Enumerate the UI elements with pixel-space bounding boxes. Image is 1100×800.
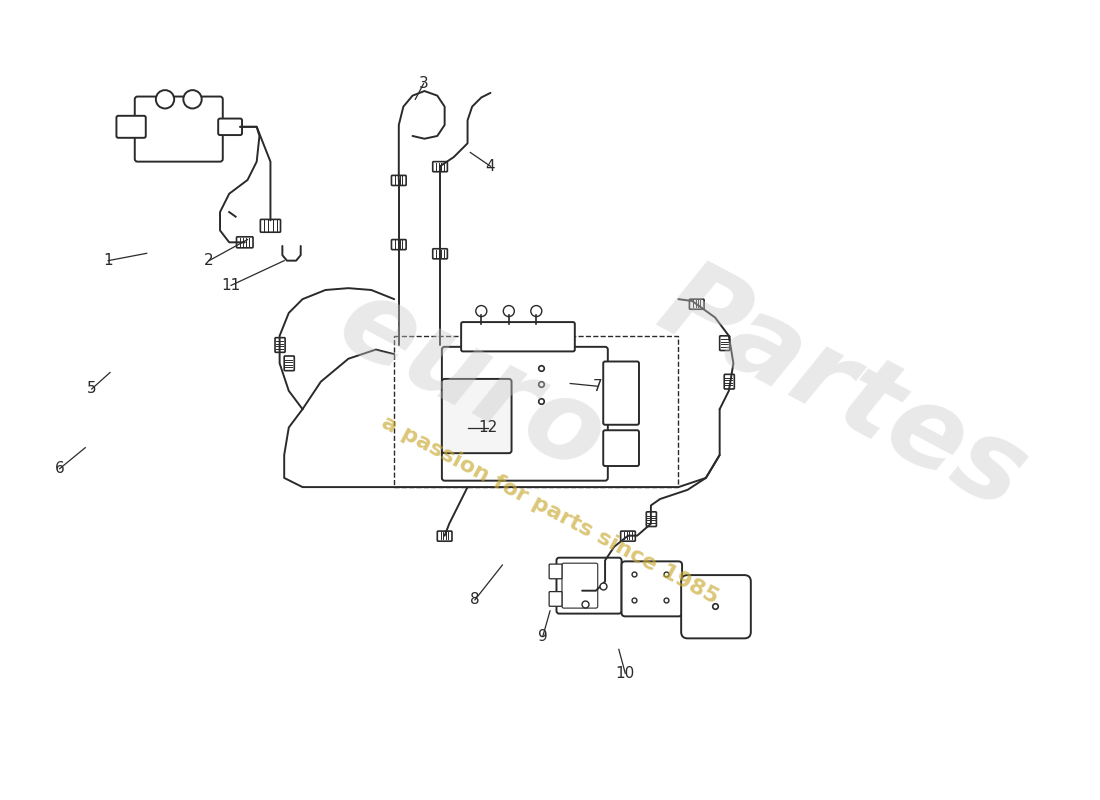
FancyBboxPatch shape	[261, 219, 280, 232]
Text: a passion for parts since 1985: a passion for parts since 1985	[378, 412, 722, 608]
Circle shape	[156, 90, 174, 109]
FancyBboxPatch shape	[557, 558, 622, 614]
FancyBboxPatch shape	[218, 118, 242, 135]
Circle shape	[184, 90, 201, 109]
FancyBboxPatch shape	[284, 356, 295, 370]
FancyBboxPatch shape	[647, 512, 657, 526]
Text: euro: euro	[321, 267, 624, 496]
FancyBboxPatch shape	[392, 175, 406, 186]
Text: 12: 12	[478, 420, 497, 435]
FancyBboxPatch shape	[681, 575, 751, 638]
Text: 5: 5	[87, 382, 97, 397]
Circle shape	[504, 306, 515, 317]
Text: 4: 4	[486, 158, 495, 174]
FancyBboxPatch shape	[621, 562, 682, 616]
Text: 10: 10	[616, 666, 635, 681]
FancyBboxPatch shape	[603, 430, 639, 466]
FancyBboxPatch shape	[236, 237, 253, 248]
Text: 11: 11	[221, 278, 241, 293]
Bar	[394, 336, 679, 487]
Text: Partes: Partes	[641, 250, 1044, 532]
FancyBboxPatch shape	[549, 564, 562, 578]
FancyBboxPatch shape	[438, 531, 452, 541]
FancyBboxPatch shape	[432, 249, 448, 259]
FancyBboxPatch shape	[620, 531, 636, 541]
Text: 7: 7	[593, 378, 603, 394]
Circle shape	[531, 306, 542, 317]
FancyBboxPatch shape	[135, 97, 223, 162]
FancyBboxPatch shape	[442, 379, 512, 453]
FancyBboxPatch shape	[549, 592, 562, 606]
Text: 9: 9	[538, 629, 548, 644]
FancyBboxPatch shape	[690, 299, 704, 310]
FancyBboxPatch shape	[562, 563, 597, 608]
Text: 6: 6	[55, 462, 65, 476]
Text: 2: 2	[205, 253, 213, 268]
FancyBboxPatch shape	[442, 347, 608, 481]
FancyBboxPatch shape	[432, 162, 448, 172]
Circle shape	[476, 306, 487, 317]
Text: 8: 8	[470, 592, 480, 607]
FancyBboxPatch shape	[719, 336, 729, 350]
Text: 1: 1	[103, 253, 113, 268]
FancyBboxPatch shape	[392, 239, 406, 250]
FancyBboxPatch shape	[461, 322, 575, 351]
FancyBboxPatch shape	[603, 362, 639, 425]
Text: 3: 3	[419, 76, 428, 91]
FancyBboxPatch shape	[117, 116, 146, 138]
FancyBboxPatch shape	[724, 374, 735, 389]
FancyBboxPatch shape	[275, 338, 285, 352]
